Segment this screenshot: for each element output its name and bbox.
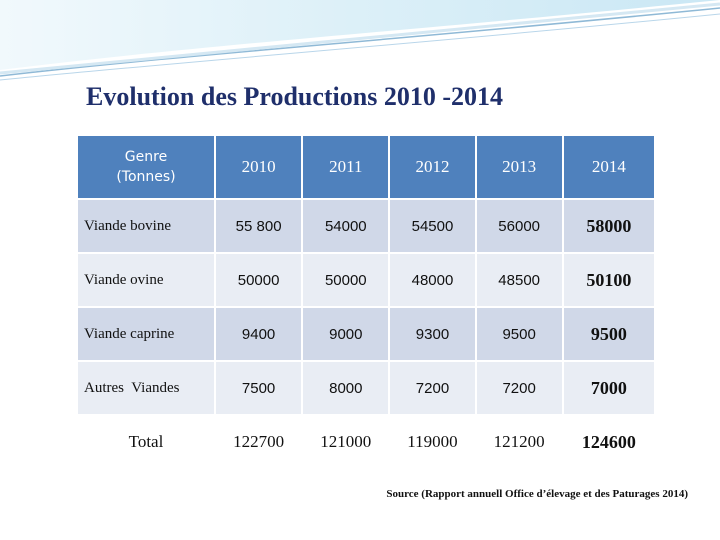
cell-value: 7500: [216, 362, 302, 414]
cell-value: 54000: [303, 200, 389, 252]
table-row: Autres Viandes 7500 8000 7200 7200 7000: [78, 362, 654, 414]
cell-value-2014: 58000: [563, 200, 654, 252]
cell-value-2014: 50100: [563, 254, 654, 306]
cell-value: 9500: [476, 308, 562, 360]
cell-value: 7200: [390, 362, 475, 414]
header-year-2014: 2014: [563, 136, 654, 198]
total-label: Total: [78, 416, 214, 468]
cell-value: 9000: [303, 308, 389, 360]
cell-value: 9400: [216, 308, 302, 360]
cell-value-2014: 9500: [563, 308, 654, 360]
header-year-2012: 2012: [390, 136, 475, 198]
table-total-row: Total 122700 121000 119000 121200 124600: [78, 416, 654, 468]
table-row: Viande caprine 9400 9000 9300 9500 9500: [78, 308, 654, 360]
header-year-2011: 2011: [303, 136, 389, 198]
header-year-2010: 2010: [216, 136, 302, 198]
header-year-2013: 2013: [476, 136, 562, 198]
cell-value: 50000: [303, 254, 389, 306]
cell-value: 55 800: [216, 200, 302, 252]
row-label: Autres Viandes: [78, 362, 214, 414]
header-decoration: [0, 0, 720, 81]
header-genre-line1: Genre: [124, 149, 168, 165]
cell-value: 54500: [390, 200, 475, 252]
production-table: Genre (Tonnes) 2010 2011 2012 2013 2014 …: [76, 134, 656, 470]
total-value: 121000: [303, 416, 389, 468]
cell-value: 50000: [216, 254, 302, 306]
row-label: Viande ovine: [78, 254, 214, 306]
cell-value: 8000: [303, 362, 389, 414]
table-row: Viande ovine 50000 50000 48000 48500 501…: [78, 254, 654, 306]
cell-value: 7200: [476, 362, 562, 414]
table-header-row: Genre (Tonnes) 2010 2011 2012 2013 2014: [78, 136, 654, 198]
table-row: Viande bovine 55 800 54000 54500 56000 5…: [78, 200, 654, 252]
row-label: Viande caprine: [78, 308, 214, 360]
cell-value-2014: 7000: [563, 362, 654, 414]
total-value: 121200: [476, 416, 562, 468]
cell-value: 48500: [476, 254, 562, 306]
row-label: Viande bovine: [78, 200, 214, 252]
cell-value: 9300: [390, 308, 475, 360]
header-genre-line2: (Tonnes): [116, 169, 176, 185]
total-value: 122700: [216, 416, 302, 468]
total-value-2014: 124600: [563, 416, 654, 468]
source-note: Source (Rapport annuell Office d’élevage…: [386, 488, 688, 500]
header-genre: Genre (Tonnes): [78, 136, 214, 198]
cell-value: 56000: [476, 200, 562, 252]
total-value: 119000: [390, 416, 475, 468]
page-title: Evolution des Productions 2010 -2014: [86, 82, 504, 111]
cell-value: 48000: [390, 254, 475, 306]
